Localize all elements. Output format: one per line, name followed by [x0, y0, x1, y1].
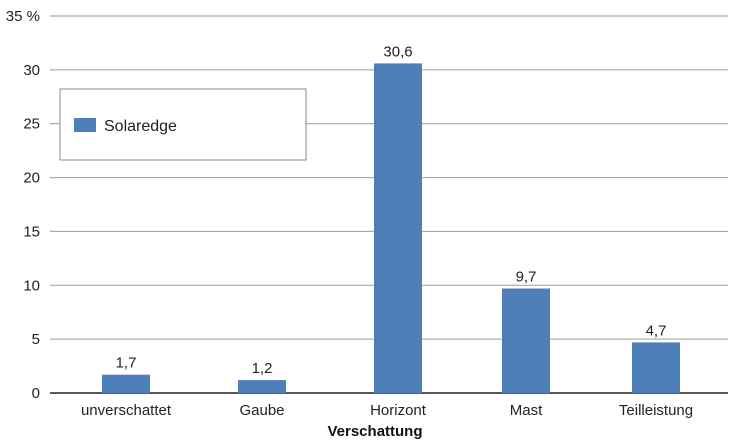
y-tick-label: 30 [23, 62, 40, 79]
y-tick-label: 15 [23, 223, 40, 240]
bar-value-label: 30,6 [383, 43, 412, 60]
bar-value-label: 1,2 [252, 360, 273, 377]
y-tick-label: 25 [23, 116, 40, 133]
bars [102, 63, 680, 393]
y-tick-label: 35 % [6, 8, 40, 25]
y-tick-label: 5 [32, 331, 40, 348]
x-category-label: Teilleistung [619, 402, 693, 419]
y-tick-label: 20 [23, 170, 40, 187]
legend-label: Solaredge [104, 118, 177, 135]
legend-swatch [74, 118, 96, 132]
bar [374, 63, 422, 393]
legend: Solaredge [59, 88, 307, 161]
y-tick-label: 10 [23, 277, 40, 294]
bar-value-label: 9,7 [516, 269, 537, 286]
bar-value-label: 1,7 [116, 355, 137, 372]
x-axis-category-labels: unverschattet Gaube Horizont Mast Teilleistu… [81, 402, 693, 419]
y-axis-tick-labels: 0 5 10 15 20 25 30 35 % [6, 8, 40, 402]
x-category-label: Horizont [370, 402, 427, 419]
bar [238, 380, 286, 393]
value-labels: 1,7 1,2 30,6 9,7 4,7 [116, 43, 667, 377]
bar [102, 374, 150, 393]
bar [502, 288, 550, 393]
x-category-label: Mast [510, 402, 543, 419]
x-axis-title: Verschattung [327, 423, 422, 440]
x-category-label: Gaube [239, 402, 284, 419]
bar [632, 342, 680, 393]
bar-value-label: 4,7 [646, 322, 667, 339]
x-category-label: unverschattet [81, 402, 172, 419]
y-tick-label: 0 [32, 385, 40, 402]
legend-box [59, 88, 307, 161]
